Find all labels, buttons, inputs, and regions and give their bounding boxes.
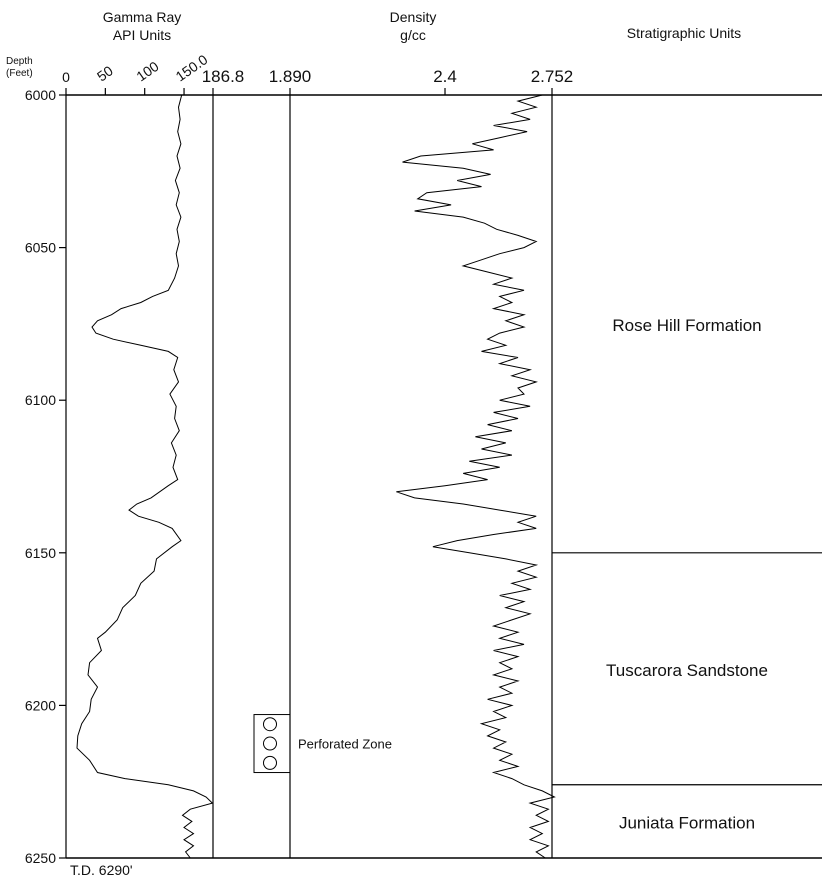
gamma-ray-curve xyxy=(76,94,214,859)
depth-tick-label: 6000 xyxy=(25,87,56,103)
depth-tick-label: 6100 xyxy=(25,392,56,408)
density-tick-label: 2.4 xyxy=(433,67,457,86)
depth-axis-label-2: (Feet) xyxy=(6,68,33,79)
density-title-2: g/cc xyxy=(400,27,426,43)
density-tick-label: 1.890 xyxy=(269,67,312,86)
log-curves xyxy=(76,94,556,859)
density-title-1: Density xyxy=(390,9,437,25)
density-axis: 1.890 2.4 2.752 xyxy=(269,67,574,95)
depth-tick-label: 6050 xyxy=(25,240,56,256)
perforated-zone: Perforated Zone xyxy=(253,714,392,774)
perforated-zone-box xyxy=(253,714,291,774)
density-curve xyxy=(396,94,556,859)
perforation-circle xyxy=(263,755,277,770)
gamma-tick-label: 50 xyxy=(94,62,116,84)
depth-axis: 6000 6050 6100 6150 6200 6250 xyxy=(25,87,66,866)
gamma-tick-label: 186.8 xyxy=(202,67,245,86)
depth-tick-label: 6200 xyxy=(25,697,56,713)
perforation-circle xyxy=(263,736,277,751)
perforated-zone-label: Perforated Zone xyxy=(298,737,392,752)
gamma-ray-title-2: API Units xyxy=(113,27,171,43)
depth-tick-label: 6250 xyxy=(25,850,56,866)
gamma-ray-title-1: Gamma Ray xyxy=(103,9,182,25)
density-tick-label: 2.752 xyxy=(531,67,574,86)
perforation-circle xyxy=(263,717,277,732)
stratigraphic-unit-label: Juniata Formation xyxy=(619,813,755,832)
gamma-tick-label: 0 xyxy=(62,69,70,85)
depth-axis-label-1: Depth xyxy=(6,56,33,67)
gamma-tick-label: 100 xyxy=(133,58,161,85)
depth-tick-label: 6150 xyxy=(25,545,56,561)
total-depth-note: T.D. 6290' xyxy=(70,862,133,878)
stratigraphic-unit-label: Rose Hill Formation xyxy=(612,316,761,335)
stratigraphic-units: Rose Hill Formation Tuscarora Sandstone Ju… xyxy=(552,316,822,832)
stratigraphic-units-title: Stratigraphic Units xyxy=(627,25,741,41)
stratigraphic-unit-label: Tuscarora Sandstone xyxy=(606,661,768,680)
